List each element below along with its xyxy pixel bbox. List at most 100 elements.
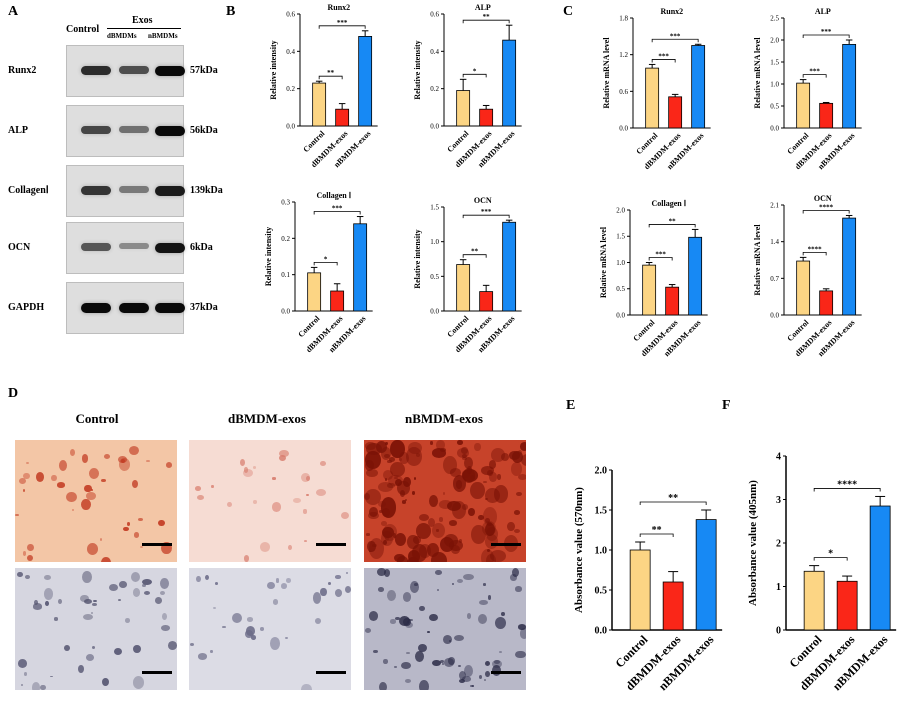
- stain-spot: [204, 574, 209, 581]
- stain-spot: [419, 605, 425, 612]
- wb-band: [155, 243, 185, 253]
- stain-spot: [272, 502, 281, 512]
- significance-label: ****: [819, 203, 834, 211]
- bar: [456, 264, 471, 312]
- stain-spot: [481, 465, 494, 475]
- stain-spot: [519, 627, 526, 639]
- stain-spot: [246, 626, 256, 637]
- stain-spot: [459, 670, 467, 680]
- significance-label: ***: [809, 68, 820, 76]
- stain-spot: [334, 588, 343, 597]
- stain-spot: [490, 448, 506, 463]
- stain-spot: [414, 651, 424, 663]
- stain-spot: [457, 440, 464, 445]
- stain-spot: [85, 654, 95, 662]
- stain-spot: [399, 458, 403, 462]
- y-tick-label: 0.0: [430, 307, 439, 315]
- chart-b-collagen: Collagen Ⅰ 0.0 0.1 0.2 0.3 Relative intensity…: [264, 191, 373, 354]
- stain-spot: [489, 472, 497, 482]
- stain-spot: [243, 555, 249, 562]
- wb-exos-label: Exos: [132, 15, 153, 26]
- stain-spot: [288, 544, 293, 551]
- stain-spot: [280, 583, 288, 590]
- stain-spot: [482, 583, 487, 586]
- bar: [842, 217, 857, 316]
- stain-spot: [384, 569, 391, 578]
- bar: [642, 264, 657, 316]
- bar: [796, 82, 811, 129]
- stain-spot: [407, 556, 420, 562]
- y-tick-label: 0.5: [616, 285, 625, 293]
- stain-spot: [478, 613, 488, 624]
- scale-bar: [491, 671, 521, 674]
- stain-spot: [461, 447, 468, 455]
- chart-c-alp: ALP 0.0 0.5 1.0 1.5 2.0 2.5 Relative mRNA level…: [753, 7, 862, 171]
- y-tick-label: 0.2: [286, 85, 295, 93]
- stain-spot: [462, 676, 472, 683]
- stain-spot: [510, 461, 523, 476]
- stain-spot: [413, 477, 416, 480]
- stain-spot: [515, 586, 522, 592]
- stain-spot: [198, 653, 208, 660]
- y-axis-label: Absorbance value (405nm): [747, 480, 759, 606]
- stain-spot: [23, 472, 30, 480]
- stain-spot: [520, 441, 526, 451]
- stain-spot: [320, 461, 326, 466]
- wb-protein-label: GAPDH: [8, 302, 45, 313]
- stain-spot: [394, 477, 398, 480]
- y-tick-label: 0.4: [286, 48, 295, 56]
- wb-size-label: 139kDa: [190, 185, 223, 196]
- y-tick-label: 1.5: [595, 506, 608, 517]
- bar: [668, 96, 683, 129]
- stain-spot: [211, 484, 215, 489]
- panel-letter-f: F: [722, 398, 731, 413]
- stain-spot: [427, 631, 430, 633]
- stain-spot: [99, 538, 103, 541]
- y-tick-label: 1.2: [619, 51, 628, 59]
- stain-spot: [429, 613, 438, 621]
- stain-spot: [77, 664, 84, 674]
- stain-spot: [82, 570, 92, 584]
- scale-bar: [142, 543, 172, 546]
- scale-bar: [316, 671, 346, 674]
- stain-spot: [260, 541, 271, 552]
- wb-protein-label: Runx2: [8, 65, 37, 76]
- stain-spot: [126, 522, 131, 527]
- bar: [353, 223, 368, 312]
- stain-spot: [57, 598, 63, 605]
- y-tick-label: 1.0: [770, 80, 779, 88]
- y-tick-label: 0.0: [619, 124, 628, 132]
- y-tick-label: 3: [776, 495, 781, 506]
- chart-title: ALP: [475, 3, 491, 12]
- significance-label: ***: [332, 205, 343, 213]
- y-axis-label: Relative mRNA level: [602, 37, 611, 109]
- stain-spot: [485, 554, 496, 562]
- y-tick-label: 0.5: [595, 586, 608, 597]
- alizarin-red-micrograph: [364, 440, 526, 562]
- stain-spot: [90, 488, 94, 491]
- stain-spot: [27, 543, 34, 551]
- bar: [796, 260, 811, 316]
- stain-spot: [461, 456, 468, 461]
- bar: [312, 82, 327, 127]
- stain-spot: [222, 625, 226, 629]
- y-tick-label: 0.0: [430, 122, 439, 130]
- y-tick-label: 0.0: [770, 124, 779, 132]
- stain-spot: [479, 599, 488, 606]
- stain-spot: [447, 500, 462, 512]
- significance-label: **: [483, 13, 491, 21]
- stain-spot: [278, 450, 289, 458]
- stain-spot: [430, 441, 434, 445]
- stain-spot: [405, 678, 411, 683]
- y-tick-label: 2.1: [770, 201, 779, 209]
- stain-spot: [413, 583, 418, 586]
- stain-spot: [345, 586, 351, 594]
- stain-spot: [365, 489, 381, 506]
- significance-bracket: [462, 214, 510, 219]
- stain-spot: [381, 531, 394, 547]
- stain-spot: [407, 535, 419, 550]
- wb-band: [119, 126, 149, 133]
- stain-spot: [480, 548, 495, 562]
- y-axis-label: Relative mRNA level: [753, 37, 762, 109]
